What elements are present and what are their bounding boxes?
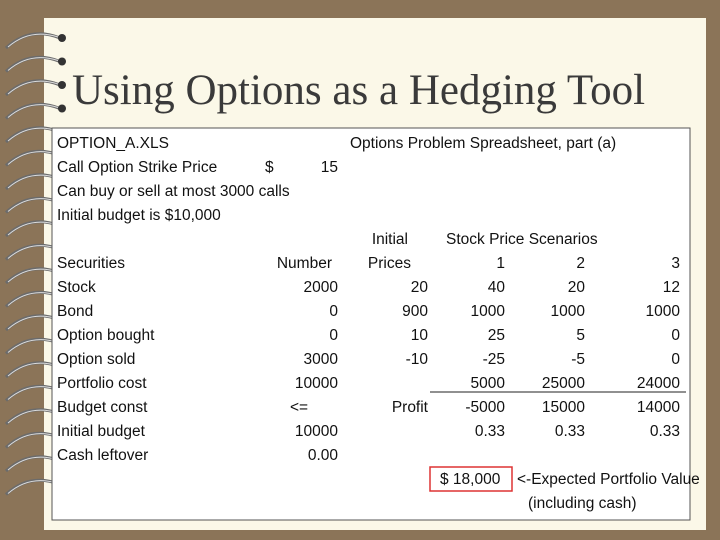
cell: Initial budget is $10,000 [57, 207, 221, 224]
cell: Profit [392, 399, 429, 416]
cell: 25 [488, 327, 505, 344]
cell: 1000 [551, 303, 586, 320]
spreadsheet [51, 127, 691, 521]
cell: -5 [571, 351, 585, 368]
cell: 15000 [542, 399, 585, 416]
cell: Initial [372, 231, 408, 248]
cell: Number [277, 255, 332, 272]
cell: <-Expected Portfolio Value [517, 471, 700, 488]
cell: 1 [496, 255, 505, 272]
cell: -10 [406, 351, 429, 368]
cell: 1000 [471, 303, 506, 320]
cell: 14000 [637, 399, 680, 416]
cell: 0 [329, 303, 338, 320]
cell: Stock Price Scenarios [446, 231, 598, 248]
cell: 12 [663, 279, 680, 296]
ring-highlight [7, 104, 59, 118]
cell: Options Problem Spreadsheet, part (a) [350, 135, 616, 152]
cell: 0.00 [308, 447, 339, 464]
cell: -25 [483, 351, 505, 368]
cell: 0.33 [650, 423, 680, 440]
cell: 20 [411, 279, 429, 296]
ring-hole [58, 57, 66, 66]
cell: 10 [411, 327, 429, 344]
cell: 5000 [471, 375, 506, 392]
cell: 0 [329, 327, 338, 344]
cell: OPTION_A.XLS [57, 135, 169, 152]
cell: 0 [671, 327, 680, 344]
ring-hole [58, 34, 66, 42]
cell: 5 [576, 327, 585, 344]
cell: 0 [671, 351, 680, 368]
cell: $ [265, 159, 274, 176]
cell: Option bought [57, 327, 155, 344]
cell: 20 [568, 279, 586, 296]
cell: -5000 [465, 399, 505, 416]
cell: Call Option Strike Price [57, 159, 217, 176]
cell: Stock [57, 279, 96, 296]
cell: 1000 [646, 303, 681, 320]
cell: 3 [671, 255, 680, 272]
cell: $ 18,000 [440, 471, 501, 488]
cell: Budget const [57, 399, 148, 416]
cell: (including cash) [528, 495, 637, 512]
cell: Portfolio cost [57, 375, 147, 392]
cell: Prices [368, 255, 411, 272]
cell: Securities [57, 255, 125, 272]
cells: OPTION_A.XLS Options Problem Spreadsheet,… [57, 135, 700, 512]
cell: 10000 [295, 375, 338, 392]
cell: Bond [57, 303, 93, 320]
cell: 10000 [295, 423, 338, 440]
cell: 0.33 [555, 423, 585, 440]
ring-highlight [7, 57, 59, 71]
ring-highlight [7, 80, 59, 95]
cell: 25000 [542, 375, 585, 392]
result-box [429, 466, 513, 492]
cell: 0.33 [475, 423, 505, 440]
cell: 3000 [304, 351, 339, 368]
cell: 15 [321, 159, 338, 176]
cell: 900 [402, 303, 428, 320]
cell: 2000 [304, 279, 339, 296]
ring-hole [58, 81, 66, 89]
cell: Can buy or sell at most 3000 calls [57, 183, 290, 200]
cell: 40 [488, 279, 506, 296]
cell: 24000 [637, 375, 680, 392]
cell: Initial budget [57, 423, 146, 440]
cell: Cash leftover [57, 447, 148, 464]
ring-highlight [7, 33, 59, 48]
slide-title: Using Options as a Hedging Tool [72, 67, 645, 114]
cell: Option sold [57, 351, 135, 368]
cell: <= [290, 399, 308, 416]
ring-hole [58, 104, 66, 113]
cell: 2 [576, 255, 585, 272]
